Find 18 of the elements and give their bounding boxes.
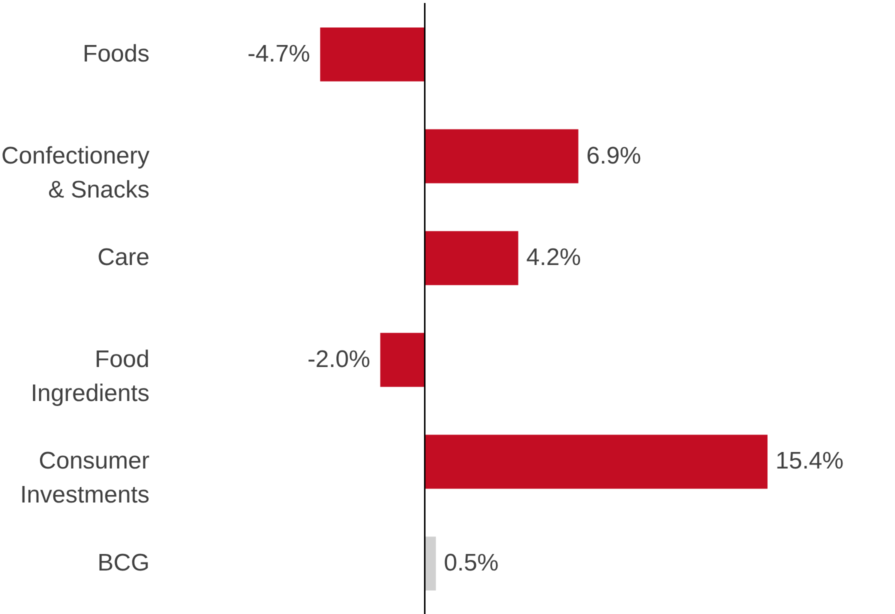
y-tick-label: Confectionery & Snacks bbox=[1, 142, 150, 204]
y-tick-label: Consumer Investments bbox=[20, 448, 150, 509]
bar bbox=[424, 129, 578, 184]
data-label: 6.9% bbox=[586, 142, 642, 170]
data-label: 15.4% bbox=[776, 448, 844, 475]
data-label: 4.2% bbox=[526, 244, 581, 272]
bar bbox=[424, 434, 768, 489]
data-label: -4.7% bbox=[247, 40, 310, 68]
y-tick-label: Foods bbox=[82, 40, 150, 68]
y-tick-label: BCG bbox=[97, 550, 150, 577]
y-tick-label: Care bbox=[97, 244, 150, 272]
bar bbox=[380, 332, 425, 387]
data-label: -2.0% bbox=[308, 346, 370, 373]
bar bbox=[320, 27, 425, 82]
bar bbox=[424, 536, 436, 591]
data-label: 0.5% bbox=[444, 550, 499, 577]
bar bbox=[424, 231, 518, 286]
y-tick-label: Food Ingredients bbox=[30, 346, 150, 407]
